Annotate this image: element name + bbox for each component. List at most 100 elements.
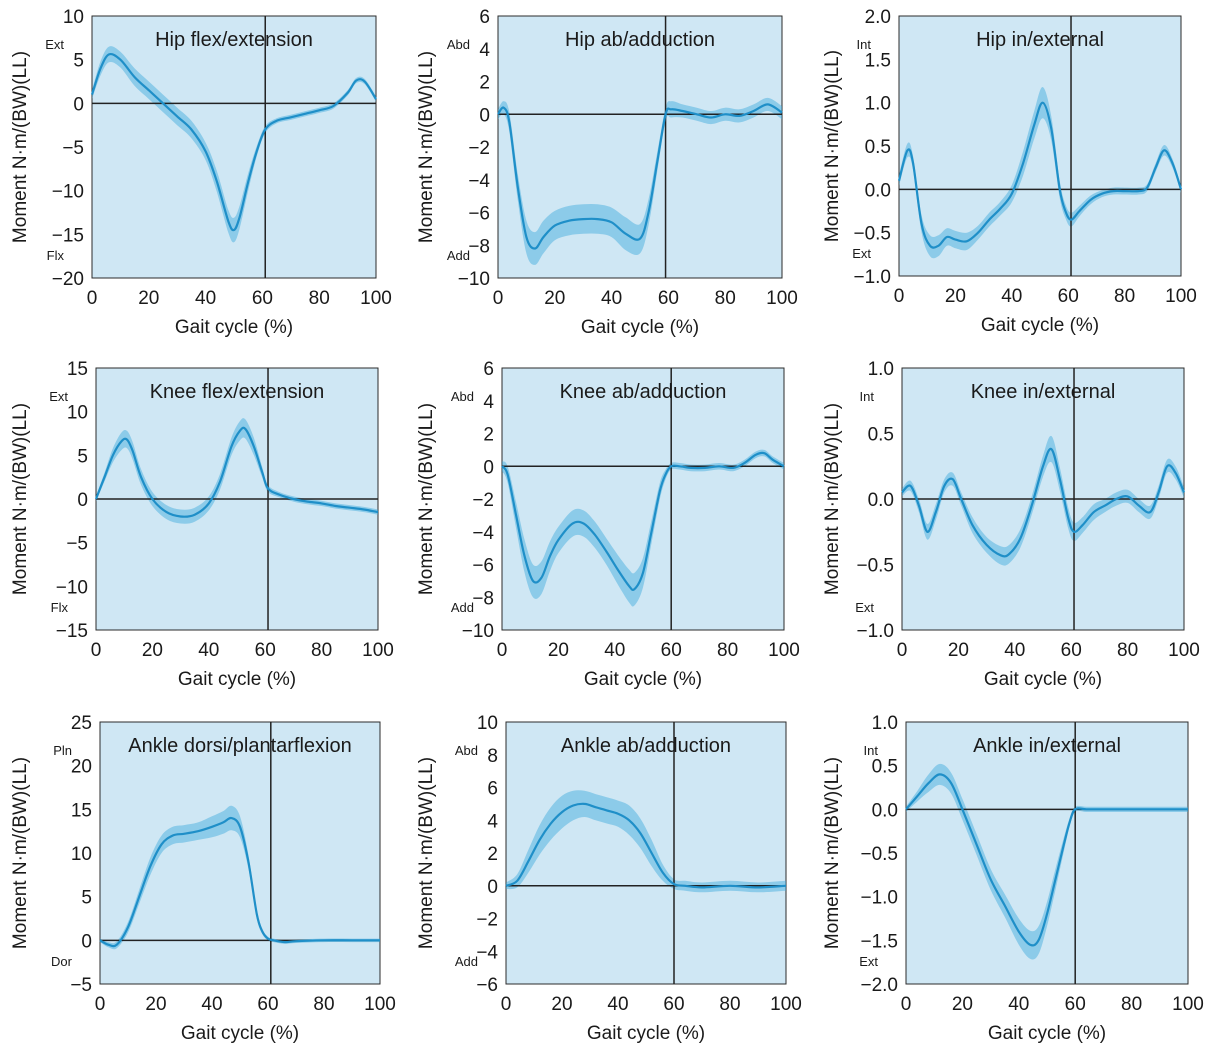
x-axis-title: Gait cycle (%)	[178, 669, 296, 690]
x-tick-label: 40	[195, 288, 216, 309]
x-tick-label: 60	[1065, 994, 1086, 1015]
x-tick-label: 40	[1008, 994, 1029, 1015]
y-tick-label: −2.0	[860, 975, 898, 996]
y-tick-label: −4	[476, 942, 498, 963]
x-tick-label: 100	[360, 288, 392, 309]
y-tick-label: 0.0	[868, 490, 894, 511]
x-tick-label: 80	[1121, 994, 1142, 1015]
x-tick-label: 60	[257, 994, 278, 1015]
x-tick-label: 20	[145, 994, 166, 1015]
y-tick-label: −20	[52, 269, 84, 290]
mean-curve	[897, 101, 1183, 249]
x-tick-label: 100	[362, 640, 394, 661]
chart-svg: 0 20 40 60 80 100 1.0 0.5 0.0 −0.5 −1.0 −1.5 −2.0 Ank…	[822, 713, 1204, 1044]
y-axis-title: Moment N·m/(BW)(LL)	[822, 757, 843, 949]
y-tick-label: 2	[487, 844, 498, 865]
y-tick-label: −10	[462, 621, 494, 642]
y-tick-label: −2	[468, 138, 490, 159]
x-axis-title: Gait cycle (%)	[981, 315, 1099, 336]
x-tick-label: 60	[1061, 640, 1082, 661]
x-tick-label: 60	[658, 288, 679, 309]
y-tick-label: 2.0	[865, 7, 891, 28]
y-tick-label: 6	[483, 359, 494, 380]
upper-direction-label: Pln	[53, 743, 72, 758]
y-tick-label: 10	[71, 844, 92, 865]
y-tick-label: −15	[52, 225, 84, 246]
x-tick-label: 0	[501, 994, 512, 1015]
y-tick-label: −6	[468, 204, 490, 225]
x-tick-label: 80	[311, 640, 332, 661]
x-tick-label: 100	[768, 640, 800, 661]
x-tick-label: 20	[551, 994, 572, 1015]
x-tick-label: 40	[1004, 640, 1025, 661]
y-tick-label: 6	[487, 779, 498, 800]
y-tick-label: 20	[71, 757, 92, 778]
chart-svg: 0 20 40 60 80 100 2.0 1.5 1.0 0.5 0.0 −0.5 −1.0 Hip i…	[822, 7, 1197, 336]
y-tick-label: 2	[479, 73, 490, 94]
y-tick-label: −10	[458, 269, 490, 290]
mean-curve	[505, 802, 787, 889]
x-tick-label: 20	[952, 994, 973, 1015]
std-band	[902, 435, 1184, 566]
y-tick-label: −15	[56, 621, 88, 642]
y-tick-label: 1.0	[865, 94, 891, 115]
y-tick-label: −1.0	[860, 888, 898, 909]
y-tick-label: −0.5	[860, 844, 898, 865]
y-tick-label: −6	[472, 556, 494, 577]
y-tick-label: 5	[73, 51, 84, 72]
x-tick-label: 60	[1058, 286, 1079, 307]
x-tick-label: 20	[945, 286, 966, 307]
y-tick-label: 10	[477, 713, 498, 734]
std-band	[96, 418, 378, 524]
x-tick-label: 40	[604, 640, 625, 661]
x-tick-label: 20	[142, 640, 163, 661]
plot-area	[505, 721, 787, 985]
mean-curve	[501, 451, 785, 592]
y-tick-label: −0.5	[853, 224, 891, 245]
x-tick-label: 20	[138, 288, 159, 309]
mean-curve	[94, 426, 379, 518]
y-tick-label: −0.5	[856, 556, 894, 577]
lower-direction-label: Ext	[859, 954, 878, 969]
panel-ankle-dorsi-plantarflexion: 0 20 40 60 80 100 25 20 15 10 5 0 −5 Ankle dorsi/plan…	[0, 700, 406, 1051]
lower-direction-label: Ext	[852, 246, 871, 261]
y-tick-label: 0	[73, 94, 84, 115]
upper-direction-label: Abd	[447, 37, 470, 52]
y-tick-label: −5	[70, 975, 92, 996]
y-axis-title: Moment N·m/(BW)(LL)	[10, 51, 31, 243]
x-axis-title: Gait cycle (%)	[988, 1023, 1106, 1044]
x-tick-label: 100	[770, 994, 802, 1015]
panel-title: Hip in/external	[976, 29, 1104, 51]
x-tick-label: 20	[544, 288, 565, 309]
plot-area	[898, 15, 1182, 277]
panel-ankle-in-external: 0 20 40 60 80 100 1.0 0.5 0.0 −0.5 −1.0 −1.5 −2.0 Ank…	[812, 700, 1220, 1051]
lower-direction-label: Flx	[51, 600, 69, 615]
panel-title: Ankle in/external	[973, 735, 1121, 757]
y-tick-label: −8	[468, 236, 490, 257]
y-tick-label: 0.0	[872, 800, 898, 821]
y-tick-label: 1.5	[865, 50, 891, 71]
y-tick-label: 0.5	[872, 757, 898, 778]
y-axis-title: Moment N·m/(BW)(LL)	[416, 757, 437, 949]
y-axis-title: Moment N·m/(BW)(LL)	[416, 51, 437, 243]
x-tick-label: 40	[201, 994, 222, 1015]
x-tick-label: 20	[548, 640, 569, 661]
y-axis-title: Moment N·m/(BW)(LL)	[822, 50, 843, 242]
y-axis-title: Moment N·m/(BW)(LL)	[416, 403, 437, 595]
plot-area	[99, 721, 381, 985]
lower-direction-label: Add	[451, 600, 474, 615]
y-tick-label: 2	[483, 425, 494, 446]
panel-title: Ankle ab/adduction	[561, 735, 731, 757]
x-axis-title: Gait cycle (%)	[175, 317, 293, 338]
y-tick-label: −5	[66, 534, 88, 555]
y-tick-label: −1.0	[856, 621, 894, 642]
y-tick-label: 0	[81, 931, 92, 952]
lower-direction-label: Dor	[51, 954, 73, 969]
y-tick-label: 1.0	[872, 713, 898, 734]
lower-direction-label: Add	[447, 248, 470, 263]
y-tick-label: 10	[63, 7, 84, 28]
x-tick-label: 100	[766, 288, 798, 309]
chart-svg: 0 20 40 60 80 100 15 10 5 0 −5 −10 −15 Knee flex/exte…	[10, 359, 394, 690]
y-tick-label: 15	[71, 800, 92, 821]
